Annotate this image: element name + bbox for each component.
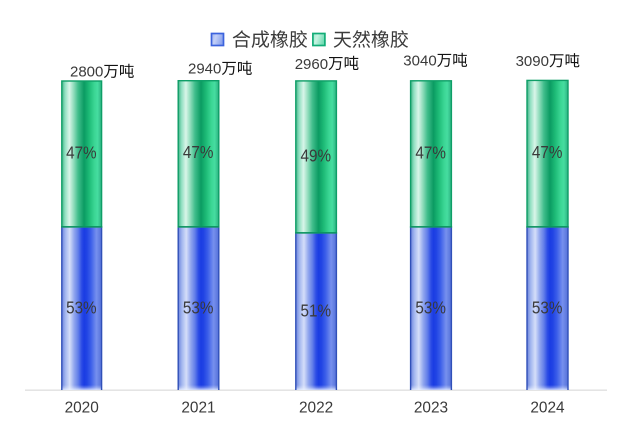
svg-text:2023: 2023	[414, 399, 448, 416]
svg-text:2940: 2940	[188, 61, 221, 78]
svg-text:3040: 3040	[403, 53, 436, 70]
svg-text:47%: 47%	[66, 142, 97, 162]
svg-text:2024: 2024	[530, 399, 565, 416]
svg-text:2020: 2020	[65, 399, 99, 416]
svg-text:2022: 2022	[299, 399, 333, 416]
svg-text:2800: 2800	[70, 64, 103, 81]
svg-text:47%: 47%	[532, 142, 563, 162]
svg-text:51%: 51%	[301, 301, 332, 321]
svg-text:53%: 53%	[415, 298, 446, 318]
svg-text:2960: 2960	[295, 56, 328, 73]
svg-text:53%: 53%	[66, 298, 97, 318]
svg-text:47%: 47%	[415, 142, 446, 162]
svg-text:3090: 3090	[516, 53, 549, 70]
svg-text:53%: 53%	[532, 298, 563, 318]
svg-text:53%: 53%	[183, 298, 214, 318]
svg-text:47%: 47%	[183, 142, 214, 162]
svg-text:2021: 2021	[181, 399, 215, 416]
svg-text:49%: 49%	[301, 145, 332, 165]
